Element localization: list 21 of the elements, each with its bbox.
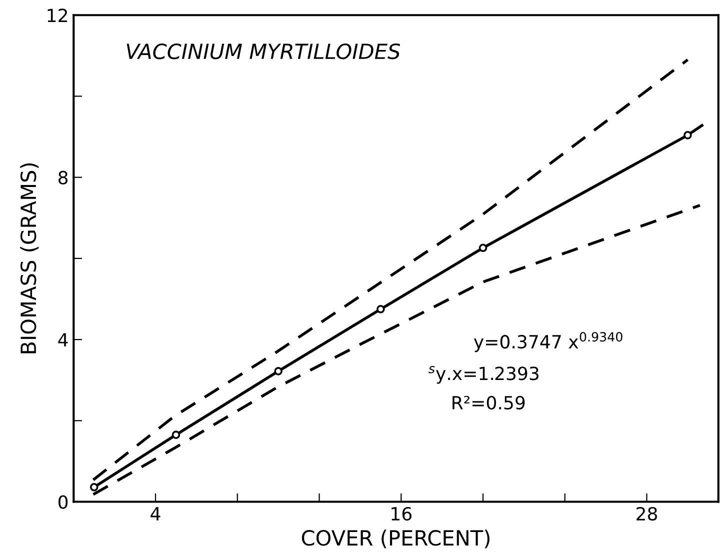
point [172,430,180,440]
point [90,483,98,492]
y-tick-label: 12 [48,8,67,22]
y-tick-label: 0 [58,495,68,509]
annotation: $^{s}$y.x=1.2393 [428,366,538,384]
point [274,367,282,376]
point [684,130,692,140]
y-axis-title: BIOMASS (GRAMS) [20,163,39,354]
annotation: VACCINIUM MYRTILLOIDES [126,43,400,60]
x-axis-title: COVER (PERCENT) [302,530,490,548]
y-tick-label: 4 [58,333,68,346]
line-series [92,58,690,482]
x-tick-label: 16 [392,506,412,521]
y-tick-label: 8 [58,170,68,184]
x-tick-label: 4 [150,507,160,520]
annotation: y=0.3747 x$^{0.9340}$ [474,332,622,352]
x-tick-label: 28 [636,506,658,521]
annotation: R²=0.59 [452,396,525,410]
point [376,304,385,314]
line-series [92,204,702,496]
point [478,244,488,252]
